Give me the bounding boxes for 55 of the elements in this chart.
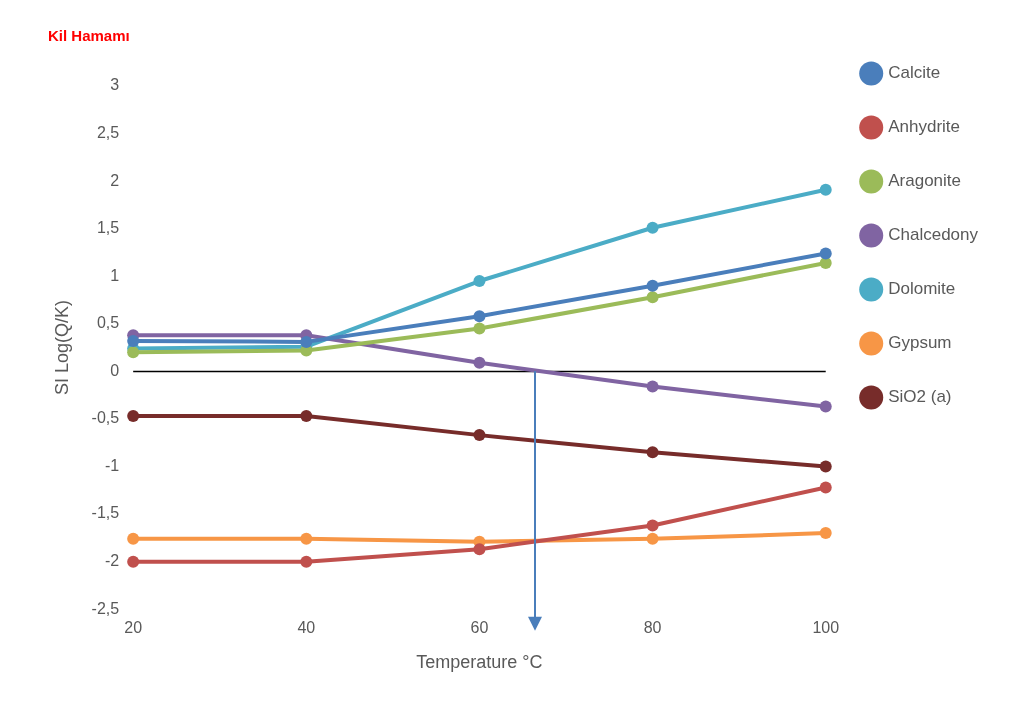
point — [127, 532, 140, 545]
x-tick-label: 60 — [470, 619, 489, 637]
point — [646, 446, 659, 459]
legend-label: Gypsum — [888, 333, 952, 353]
point — [646, 532, 659, 545]
legend-label: SiO2 (a) — [888, 387, 952, 407]
y-tick-label: 2 — [110, 171, 120, 189]
point — [473, 322, 486, 335]
x-tick-label: 80 — [643, 619, 662, 637]
y-tick-label: 3 — [110, 76, 120, 94]
y-axis-title: SI Log(Q/K) — [51, 300, 72, 396]
point — [819, 527, 832, 540]
y-tick-label: 2,5 — [96, 123, 120, 141]
point — [300, 555, 313, 568]
y-tick-label: -2 — [104, 552, 120, 570]
legend-label: Anhydrite — [888, 117, 961, 137]
point — [127, 410, 140, 423]
point — [473, 543, 486, 556]
point — [819, 247, 832, 260]
point — [473, 310, 486, 323]
x-tick-label: 100 — [812, 619, 840, 637]
y-tick-label: 0 — [110, 361, 120, 379]
point — [646, 279, 659, 292]
point — [473, 429, 486, 442]
point — [300, 410, 313, 423]
y-tick-label: 0,5 — [96, 314, 120, 332]
y-tick-label: -1 — [104, 456, 120, 474]
point — [646, 291, 659, 304]
y-tick-label: -0,5 — [91, 409, 120, 427]
x-tick-label: 40 — [297, 619, 316, 637]
x-axis-title: Temperature °C — [416, 652, 543, 673]
point — [819, 460, 832, 473]
point — [819, 481, 832, 494]
point — [300, 335, 313, 348]
point — [646, 519, 659, 532]
y-tick-label: -2,5 — [91, 599, 120, 617]
point — [127, 346, 140, 359]
point — [646, 380, 659, 393]
legend-label: Calcite — [888, 63, 941, 83]
point — [127, 334, 140, 347]
point — [127, 555, 140, 568]
point — [646, 221, 659, 234]
point — [473, 356, 486, 369]
y-tick-label: 1 — [110, 266, 120, 284]
point — [819, 400, 832, 413]
y-tick-label: 1,5 — [96, 219, 120, 237]
legend-label: Aragonite — [888, 171, 961, 191]
legend-label: Dolomite — [888, 279, 956, 299]
y-tick-label: -1,5 — [91, 504, 120, 522]
chart-title: Kil Hamamı — [48, 27, 130, 45]
point — [473, 275, 486, 288]
legend-label: Chalcedony — [888, 225, 979, 245]
point — [300, 532, 313, 545]
point — [819, 183, 832, 196]
x-tick-label: 20 — [124, 619, 143, 637]
